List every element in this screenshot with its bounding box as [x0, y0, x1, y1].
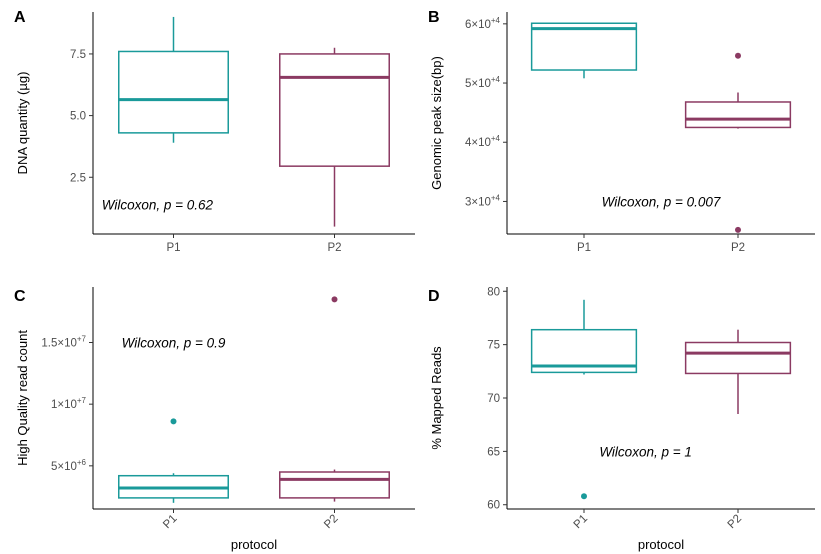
box-iqr: [684, 341, 792, 375]
y-tick-label: 7.5: [70, 49, 86, 61]
panel-d: D 60 65 70 75 80 P1 P2 % Mapped Reads protocol Wil…: [428, 286, 815, 552]
panel-label: D: [428, 288, 440, 305]
y-axis-title: DNA quantity (µg): [15, 72, 30, 175]
panel-b: B 3×10+4 4×10+4 5×10+4 6×10+4 P1 P2 Genomic pea…: [428, 9, 815, 254]
y-tick-label: 5.0: [70, 111, 86, 123]
x-tick-label: P1: [166, 242, 180, 254]
x-tick-label: P2: [726, 513, 744, 531]
y-tick-label: 3×10+4: [465, 193, 501, 208]
outlier-point: [331, 296, 338, 303]
x-tick-label: P2: [322, 513, 340, 531]
box-p1: [530, 299, 638, 500]
panel-c: C 5×10+6 1×10+7 1.5×10+7 P1 P2 High Quality re…: [14, 287, 415, 552]
wilcoxon-annotation: Wilcoxon, p = 0.9: [122, 336, 226, 351]
y-tick-label: 80: [487, 286, 500, 298]
box-p2: [279, 296, 390, 502]
y-tick-label: 4×10+4: [465, 134, 501, 149]
wilcoxon-annotation: Wilcoxon, p = 1: [599, 444, 692, 459]
x-tick-label: P1: [577, 242, 591, 254]
y-axis-title: High Quality read count: [15, 330, 30, 466]
box-p2: [684, 329, 792, 415]
x-tick-label: P2: [327, 242, 341, 254]
x-axis-title: protocol: [638, 537, 684, 552]
y-tick-label: 5×10+6: [51, 458, 87, 473]
y-tick-label: 75: [487, 340, 500, 352]
y-axis-title: Genomic peak size(bp): [429, 56, 444, 190]
wilcoxon-annotation: Wilcoxon, p = 0.62: [102, 197, 214, 212]
y-tick-label: 60: [487, 500, 500, 512]
x-axis-title: protocol: [231, 537, 277, 552]
box-iqr: [279, 53, 390, 167]
box-iqr: [684, 101, 792, 129]
box-iqr: [118, 50, 229, 134]
outlier-point: [170, 418, 177, 425]
wilcoxon-annotation: Wilcoxon, p = 0.007: [602, 194, 721, 209]
panel-label: B: [428, 9, 440, 26]
outlier-point: [735, 52, 741, 59]
y-tick-label: 2.5: [70, 172, 86, 184]
x-tick-label: P1: [161, 513, 179, 531]
outlier-point: [581, 493, 587, 500]
box-iqr: [279, 471, 390, 499]
box-p2: [279, 47, 390, 227]
box-p1: [530, 22, 638, 79]
y-tick-label: 70: [487, 393, 500, 405]
panel-label: C: [14, 288, 26, 305]
y-tick-label: 5×10+4: [465, 75, 501, 90]
x-tick-label: P1: [572, 513, 590, 531]
y-axis-title: % Mapped Reads: [429, 346, 444, 450]
box-p1: [118, 16, 229, 143]
box-iqr: [530, 22, 638, 71]
y-tick-label: 6×10+4: [465, 16, 501, 31]
y-tick-label: 1×10+7: [51, 396, 87, 411]
panel-label: A: [14, 9, 26, 26]
box-p1: [118, 418, 229, 503]
box-p2: [684, 52, 792, 233]
outlier-point: [735, 226, 741, 233]
y-tick-label: 1.5×10+7: [41, 335, 86, 350]
x-tick-label: P2: [731, 242, 745, 254]
panel-a: A 2.5 5.0 7.5 P1 P2 DNA quantity (µg) Wilcoxon,…: [14, 9, 415, 254]
y-tick-label: 65: [487, 446, 500, 458]
